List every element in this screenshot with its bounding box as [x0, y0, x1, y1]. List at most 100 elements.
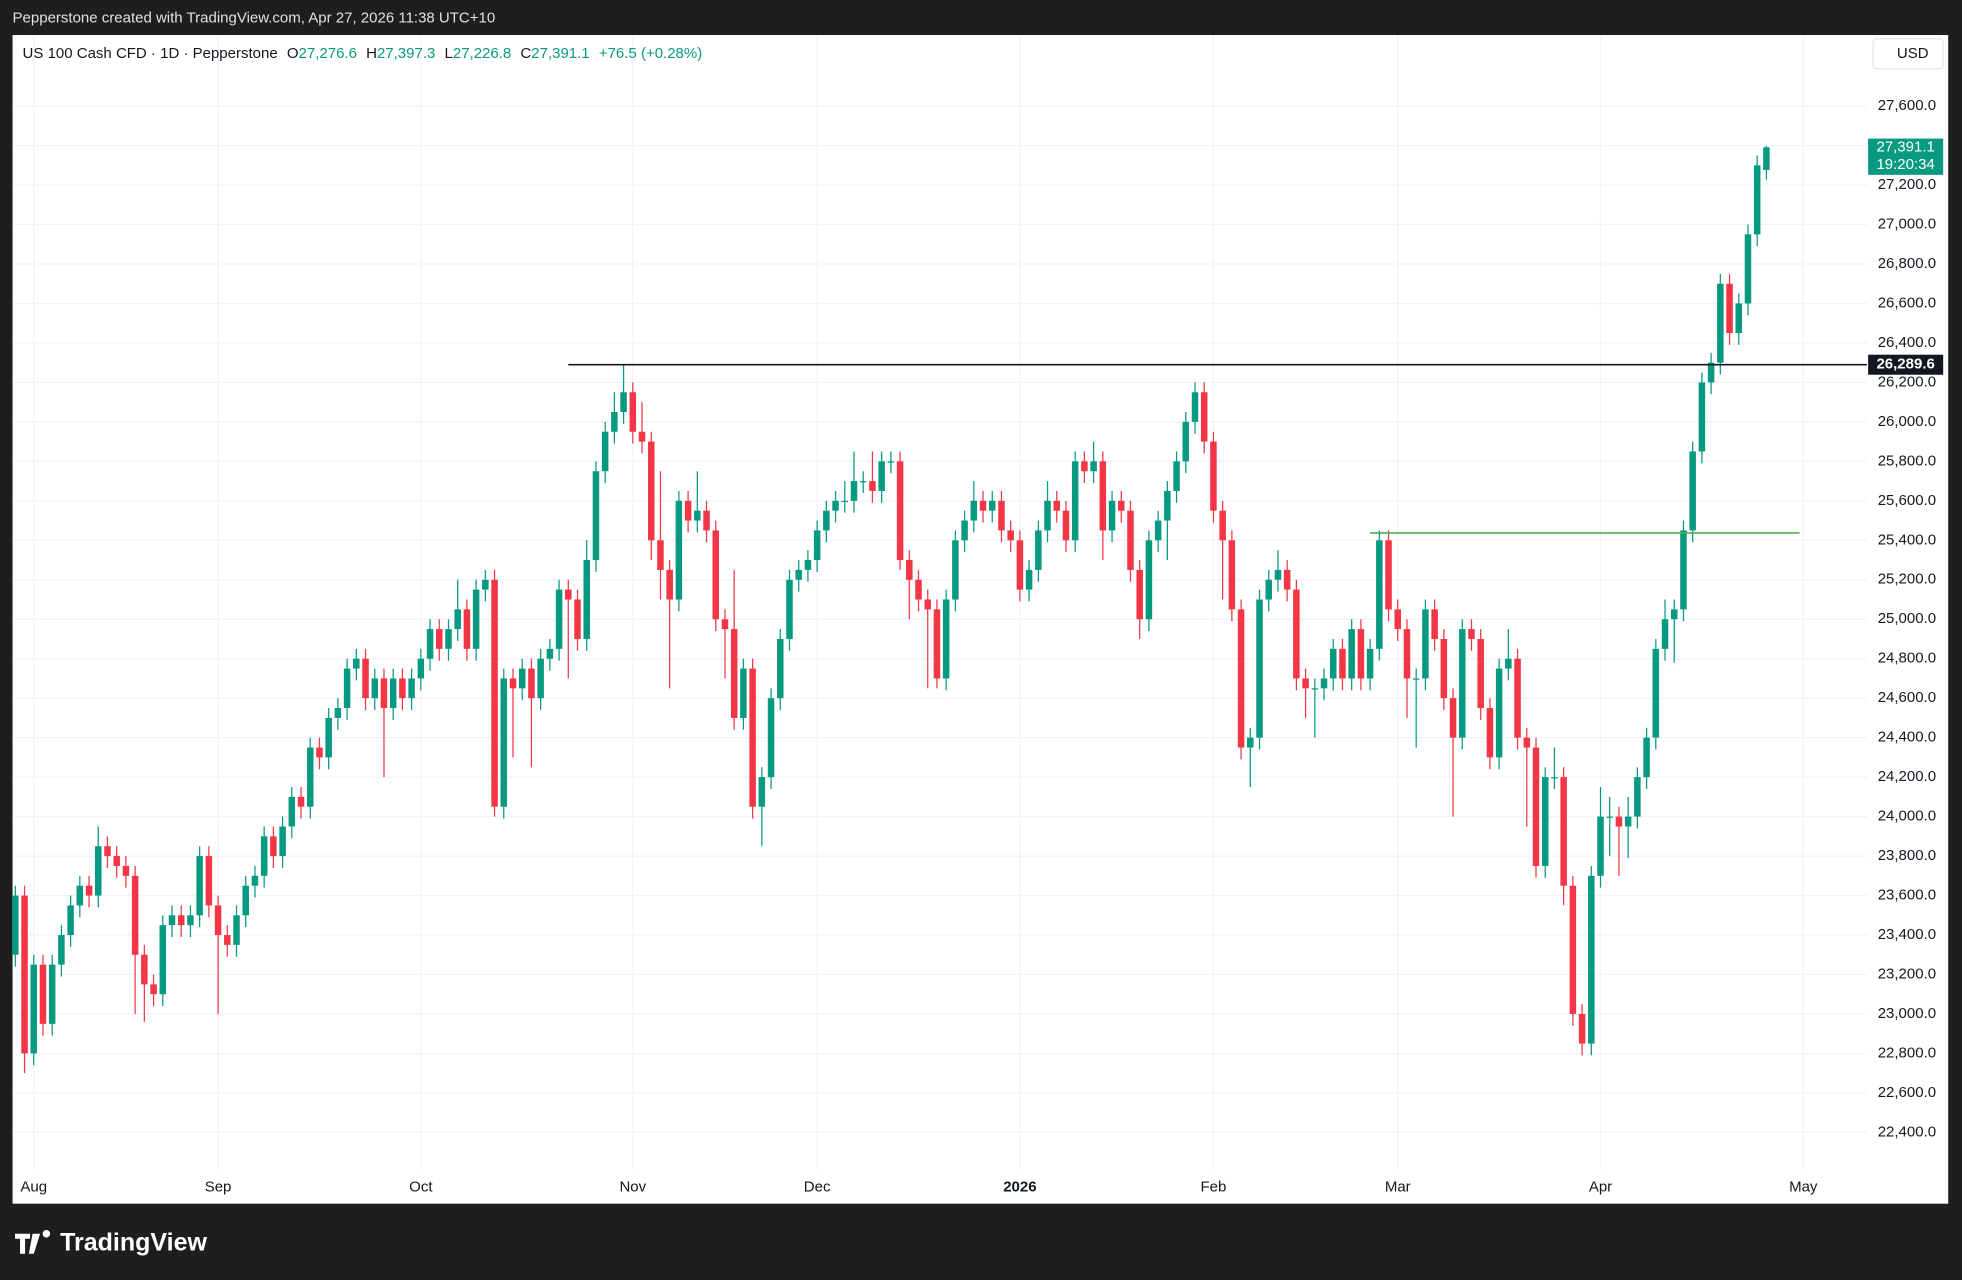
- candle-body: [76, 885, 84, 906]
- close-label: C: [520, 45, 531, 62]
- candle-body: [12, 895, 19, 955]
- candle-body: [1569, 885, 1577, 1014]
- y-tick-label: 25,600.0: [1878, 492, 1936, 509]
- candle-body: [1634, 777, 1641, 817]
- candle-body: [1219, 510, 1226, 541]
- candle-body: [1744, 234, 1752, 304]
- candle-body: [1173, 461, 1180, 491]
- brand: TradingView: [60, 1228, 207, 1256]
- candle-body: [565, 589, 572, 600]
- candle-body: [574, 599, 581, 639]
- candle-body: [1099, 461, 1107, 531]
- candle-body: [518, 668, 526, 689]
- candle-body: [1597, 816, 1604, 876]
- x-tick-label: Apr: [1589, 1178, 1612, 1195]
- candle-body: [1090, 461, 1097, 472]
- candle-body: [168, 915, 176, 926]
- candle-body: [297, 796, 305, 807]
- candle-body: [841, 500, 849, 503]
- candle-body: [1164, 490, 1171, 521]
- y-tick-label: 26,000.0: [1878, 413, 1936, 430]
- candle-body: [48, 964, 56, 1024]
- currency-button[interactable]: [1872, 38, 1944, 70]
- candle-body: [555, 589, 563, 649]
- candle-body: [1127, 510, 1134, 570]
- candle-body: [463, 609, 471, 649]
- candle-body: [629, 392, 637, 432]
- y-tick-label: 22,800.0: [1878, 1044, 1936, 1061]
- candle-body: [141, 954, 148, 985]
- open-label: O: [287, 45, 299, 62]
- candle-body: [454, 609, 461, 630]
- candle-body: [1265, 579, 1272, 600]
- y-tick-label: 25,400.0: [1878, 531, 1936, 548]
- x-tick-label: Mar: [1385, 1178, 1411, 1195]
- candle-body: [1200, 392, 1208, 442]
- candle-body: [1348, 629, 1355, 679]
- candle-body: [1016, 540, 1024, 590]
- candle-body: [620, 392, 627, 413]
- candle-body: [362, 658, 369, 699]
- candle-body: [21, 895, 28, 1054]
- candle-body: [878, 461, 885, 491]
- candle-body: [712, 530, 720, 620]
- candle-body: [214, 905, 222, 936]
- candle-body: [1763, 147, 1770, 170]
- candle-body: [1707, 362, 1715, 383]
- candle-body: [942, 599, 950, 679]
- candle-body: [1154, 520, 1162, 541]
- close-value: 27,391.1: [531, 45, 589, 62]
- candle-body: [749, 668, 756, 807]
- candle-body: [113, 856, 120, 866]
- candle-body: [906, 560, 913, 580]
- candle-body: [537, 658, 544, 699]
- legend: US 100 Cash CFD · 1D · Pepperstone O27,2…: [23, 45, 703, 62]
- candle-body: [399, 678, 406, 699]
- candle-body: [1735, 303, 1743, 334]
- candle-body: [353, 658, 360, 669]
- x-tick-label: May: [1789, 1178, 1818, 1195]
- candle-body: [1044, 500, 1051, 531]
- candle-body: [1108, 500, 1116, 531]
- candle-body: [859, 481, 867, 483]
- candle-body: [896, 461, 904, 561]
- candle-body: [1495, 668, 1503, 758]
- candle-body: [740, 668, 747, 718]
- candle-body: [647, 441, 655, 541]
- candle-body: [1652, 648, 1660, 738]
- currency[interactable]: USD: [1897, 45, 1929, 62]
- y-tick-label: 26,200.0: [1878, 373, 1936, 390]
- level-label: 26,289.6: [1876, 356, 1934, 373]
- y-tick-label: 24,800.0: [1878, 650, 1936, 667]
- candle-body: [1532, 747, 1540, 866]
- candle-body: [251, 875, 259, 886]
- candle-body: [1449, 698, 1457, 738]
- x-tick-label: Dec: [804, 1178, 831, 1195]
- candle-body: [122, 865, 130, 876]
- candle-body: [795, 569, 802, 580]
- candle-body: [1145, 540, 1153, 620]
- top-bar-text: Pepperstone created with TradingView.com…: [13, 10, 496, 27]
- candle-body: [389, 678, 397, 709]
- candle-body: [694, 510, 701, 521]
- candle-body: [67, 905, 74, 936]
- candle-body: [970, 500, 978, 521]
- candle-body: [1376, 540, 1383, 649]
- low-label: L: [445, 45, 453, 62]
- candle-body: [472, 589, 480, 649]
- candle-body: [1468, 629, 1475, 639]
- candle-body: [758, 777, 766, 807]
- candle-body: [887, 461, 895, 463]
- candle-body: [583, 560, 590, 639]
- candle-body: [371, 678, 379, 699]
- candle-body: [270, 836, 277, 857]
- candle-body: [1385, 540, 1392, 610]
- candle-body: [1210, 441, 1217, 511]
- candle-body: [187, 915, 194, 926]
- candle-body: [721, 619, 729, 630]
- y-tick-label: 23,800.0: [1878, 847, 1936, 864]
- candle-body: [316, 747, 323, 758]
- candle-body: [500, 678, 508, 807]
